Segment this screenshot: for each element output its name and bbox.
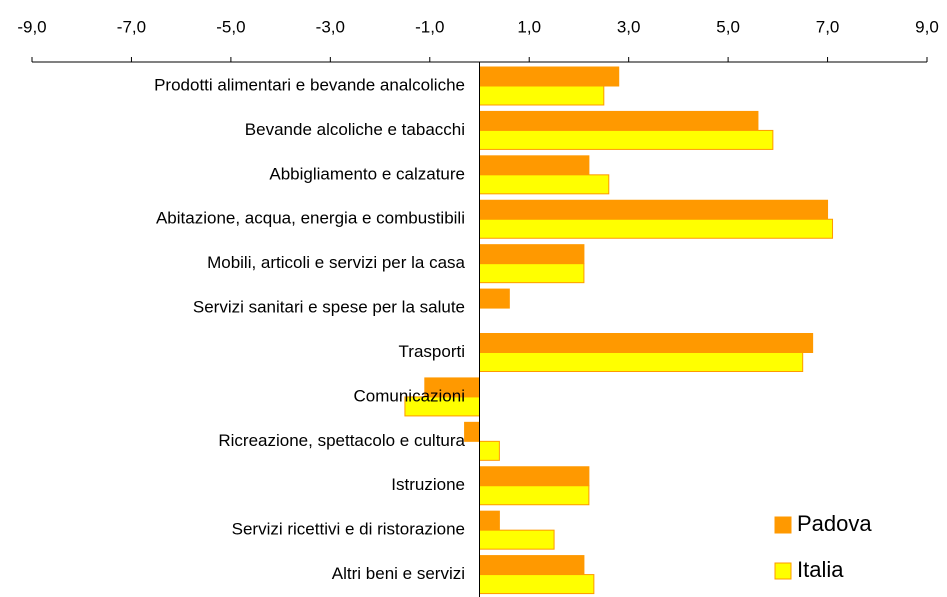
category-label: Altri beni e servizi [332,564,465,583]
category-label: Prodotti alimentari e bevande analcolich… [154,75,465,94]
x-tick-label: 7,0 [816,17,840,36]
category-label: Abbigliamento e calzature [269,164,465,183]
bar [479,466,590,487]
category-label: Servizi sanitari e spese per la salute [193,298,465,317]
x-tick-label: 1,0 [517,17,541,36]
bar [479,510,500,531]
category-label: Comunicazioni [354,386,466,405]
legend-swatch [774,516,792,534]
bar [479,288,510,309]
x-tick-label: 9,0 [915,17,939,36]
x-tick-label: 3,0 [617,17,641,36]
bar [479,485,590,506]
bar [479,174,610,195]
x-tick-label: -9,0 [17,17,46,36]
bar [479,440,500,461]
category-label: Mobili, articoli e servizi per la casa [207,253,465,272]
x-tick-label: 5,0 [716,17,740,36]
category-label: Bevande alcoliche e tabacchi [245,120,465,139]
legend-swatch [774,562,792,580]
bar [479,555,585,576]
x-tick-label: -5,0 [216,17,245,36]
bar [479,218,834,239]
category-label: Istruzione [391,475,465,494]
legend-label: Padova [797,511,872,536]
bar [479,244,585,265]
x-tick-label: -7,0 [117,17,146,36]
bar [479,155,590,176]
bar [479,574,595,595]
bar [479,352,804,372]
legend-label: Italia [797,557,844,582]
category-label: Ricreazione, spettacolo e cultura [218,431,465,450]
category-label: Servizi ricettivi e di ristorazione [232,520,465,539]
bar [479,110,759,131]
x-tick-label: -1,0 [415,17,444,36]
bar [479,529,555,550]
bar [479,85,605,106]
x-tick-label: -3,0 [316,17,345,36]
bar [479,199,829,220]
bar [464,421,481,442]
bar [479,333,814,353]
bar [479,129,774,150]
category-label: Trasporti [399,342,465,361]
bar [479,263,585,284]
bar [479,66,620,87]
category-label: Abitazione, acqua, energia e combustibil… [156,209,465,228]
